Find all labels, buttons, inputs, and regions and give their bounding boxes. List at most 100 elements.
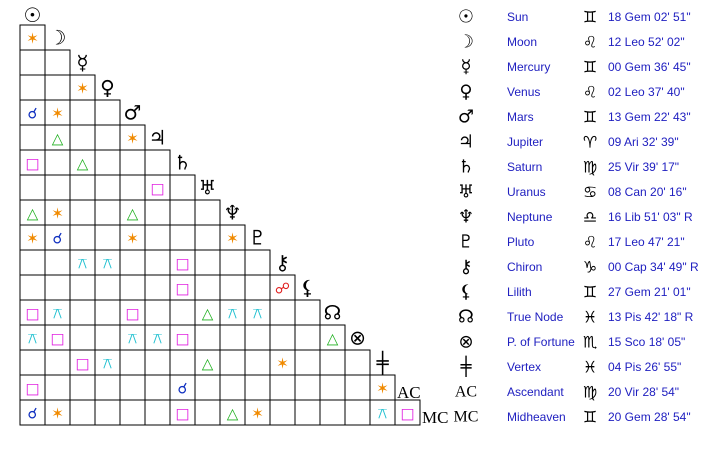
- planet-glyph: AC: [455, 384, 477, 401]
- grid-cell: [69, 224, 96, 251]
- grid-cell: [169, 224, 196, 251]
- planet-name: Midheaven: [507, 410, 566, 424]
- grid-cell: [44, 149, 71, 176]
- aspect-glyph: □: [175, 405, 189, 423]
- planet-name: P. of Fortune: [507, 335, 575, 349]
- position: 18 Gem 02' 51": [608, 10, 691, 24]
- body-glyph: AC: [397, 383, 421, 402]
- position: 17 Leo 47' 21": [608, 235, 685, 249]
- grid-cell: [269, 399, 296, 426]
- grid-cell: [194, 324, 221, 351]
- grid-cell: [219, 274, 246, 301]
- planet-name: Lilith: [507, 285, 532, 299]
- grid-cell: [69, 199, 96, 226]
- grid-cell: [69, 274, 96, 301]
- body-glyph: ⚷: [275, 251, 290, 275]
- aspect-glyph: △: [227, 405, 239, 423]
- grid-cell: [44, 349, 71, 376]
- grid-cell: [119, 399, 146, 426]
- grid-cell: [119, 349, 146, 376]
- aspect-glyph: □: [25, 380, 39, 398]
- grid-cell: [169, 174, 196, 201]
- aspect-glyph: □: [125, 305, 139, 323]
- grid-cell: [344, 349, 371, 376]
- planet-name: Mars: [507, 110, 534, 124]
- grid-cell: [244, 274, 271, 301]
- grid-cell: [69, 324, 96, 351]
- grid-cell: [69, 399, 96, 426]
- position: 20 Vir 28' 54": [608, 385, 679, 399]
- aspect-glyph: △: [202, 355, 214, 373]
- grid-cell: [144, 249, 171, 276]
- grid-cell: [169, 349, 196, 376]
- sign-glyph: ♊: [583, 408, 597, 427]
- aspect-glyph: ☌: [27, 105, 37, 123]
- sign-glyph: ♓: [583, 358, 597, 377]
- body-glyph: ⊗: [349, 326, 366, 350]
- planet-glyph: ☉: [458, 7, 474, 28]
- planet-glyph: ⚸: [459, 282, 472, 303]
- planet-name: Vertex: [507, 360, 541, 374]
- aspect-glyph: ✶: [126, 130, 139, 148]
- aspect-glyph: ☍: [275, 280, 290, 298]
- grid-cell: [94, 299, 121, 326]
- grid-cell: [119, 174, 146, 201]
- position: 15 Sco 18' 05": [608, 335, 685, 349]
- grid-cell: [69, 374, 96, 401]
- aspect-glyph: ⚻: [378, 405, 388, 423]
- aspect-glyph: ✶: [76, 80, 89, 98]
- grid-cell: [219, 249, 246, 276]
- aspect-glyph: △: [27, 205, 39, 223]
- position: 13 Gem 22' 43": [608, 110, 691, 124]
- position: 20 Gem 28' 54": [608, 410, 691, 424]
- body-glyph: ╪: [375, 351, 389, 375]
- planet-glyph: ⚷: [459, 257, 472, 278]
- planet-glyph: ☊: [458, 307, 474, 328]
- sign-glyph: ♋: [583, 183, 597, 202]
- body-glyph: ♀: [100, 76, 115, 100]
- position: 09 Ari 32' 39": [608, 135, 679, 149]
- grid-cell: [94, 149, 121, 176]
- sign-glyph: ♏: [583, 333, 597, 352]
- aspect-glyph: □: [25, 155, 39, 173]
- planet-glyph: ♂: [458, 107, 474, 128]
- sign-glyph: ♌: [583, 233, 597, 252]
- grid-cell: [294, 324, 321, 351]
- grid-cell: [94, 374, 121, 401]
- grid-cell: [119, 149, 146, 176]
- body-glyph: ⚸: [300, 276, 315, 300]
- sign-glyph: ♎: [583, 208, 597, 227]
- grid-cell: [94, 124, 121, 151]
- aspect-glyph: ✶: [26, 30, 39, 48]
- aspect-glyph: ☌: [52, 230, 62, 248]
- grid-cell: [44, 49, 71, 76]
- body-glyph: ♃: [149, 126, 167, 150]
- planet-name: Pluto: [507, 235, 535, 249]
- grid-cell: [169, 199, 196, 226]
- planet-name: Chiron: [507, 260, 542, 274]
- body-glyph: ♆: [224, 201, 242, 225]
- grid-cell: [394, 399, 421, 426]
- planet-glyph: ♆: [458, 207, 474, 228]
- body-glyph: ♅: [199, 176, 217, 200]
- planet-name: True Node: [507, 310, 564, 324]
- grid-cell: [219, 324, 246, 351]
- aspect-glyph: ⚻: [228, 305, 238, 323]
- planet-name: Ascendant: [507, 385, 564, 399]
- grid-cell: [69, 174, 96, 201]
- grid-cell: [244, 349, 271, 376]
- grid-cell: [144, 149, 171, 176]
- position: 08 Can 20' 16": [608, 185, 687, 199]
- aspect-glyph: □: [50, 330, 64, 348]
- aspect-glyph: □: [175, 330, 189, 348]
- aspect-glyph: ⚻: [103, 255, 113, 273]
- grid-cell: [94, 174, 121, 201]
- grid-cell: [244, 249, 271, 276]
- grid-cell: [44, 74, 71, 101]
- position: 00 Gem 36' 45": [608, 60, 691, 74]
- body-glyph: ☿: [76, 51, 88, 75]
- grid-cell: [19, 249, 46, 276]
- body-glyph: ♄: [174, 151, 192, 175]
- sign-glyph: ♊: [583, 58, 597, 77]
